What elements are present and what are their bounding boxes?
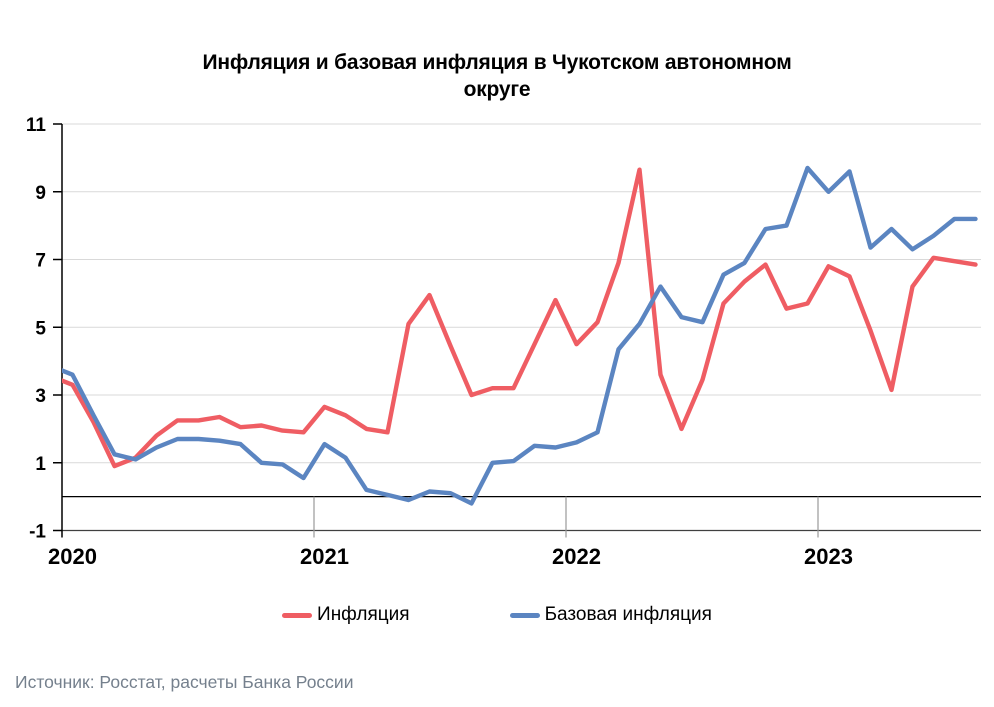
inflation-line [62, 167, 978, 469]
core-inflation-line [62, 165, 978, 506]
core-inflation-line-swatch [509, 612, 540, 618]
y-tick-label-7: 7 [35, 251, 46, 272]
y-tick-label-9: 9 [35, 183, 46, 204]
x-tick-label-2021: 2021 [300, 544, 349, 569]
core-inflation-legend-label: Базовая инфляция [544, 604, 712, 625]
x-tick-label-2020: 2020 [48, 544, 97, 569]
y-tick-label-5: 5 [35, 318, 46, 339]
x-tick-label-2022: 2022 [552, 544, 601, 569]
inflation-line-swatch [282, 612, 313, 618]
legend-item-inflation: Инфляция [282, 604, 410, 626]
source-note: Источник: Росстат, расчеты Банка России [15, 672, 354, 692]
chart-legend: Инфляция Базовая инфляция [0, 604, 994, 626]
chart-title: Инфляция и базовая инфляция в Чукотском … [0, 50, 994, 104]
y-tick-label-1: 1 [35, 454, 46, 475]
y-tick-label-3: 3 [35, 386, 46, 407]
legend-item-core-inflation: Базовая инфляция [509, 604, 712, 626]
x-tick-label-2023: 2023 [804, 544, 853, 569]
chart-title-line1: Инфляция и базовая инфляция в Чукотском … [202, 51, 792, 74]
inflation-legend-label: Инфляция [317, 604, 410, 625]
y-tick-label-11: 11 [26, 115, 47, 136]
chart-title-line2: округе [463, 77, 531, 101]
y-tick-label--1: -1 [29, 522, 46, 543]
